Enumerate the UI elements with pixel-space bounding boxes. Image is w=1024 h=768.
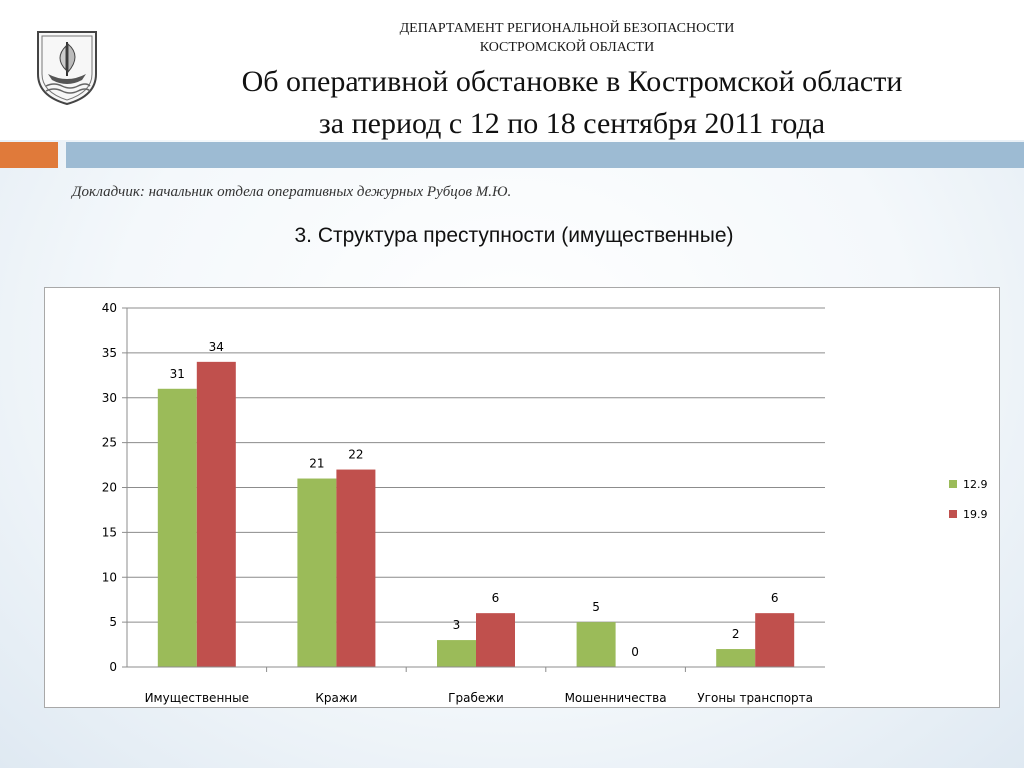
y-tick-label: 30 xyxy=(102,391,117,405)
legend-swatch xyxy=(949,480,957,488)
data-label: 5 xyxy=(592,600,600,614)
x-tick-label: Кражи xyxy=(315,691,357,705)
legend-label: 12.9 xyxy=(963,478,988,491)
y-tick-label: 10 xyxy=(102,570,117,584)
x-tick-label: Имущественные xyxy=(145,691,249,705)
bar xyxy=(716,649,756,667)
bar xyxy=(157,388,197,667)
y-tick-label: 0 xyxy=(109,660,117,674)
page-title-line1: Об оперативной обстановке в Костромской … xyxy=(241,65,903,98)
y-tick-label: 25 xyxy=(102,436,117,450)
department-name-line2: КОСТРОМСКОЙ ОБЛАСТИ xyxy=(479,40,655,55)
legend-label: 19.9 xyxy=(963,508,988,521)
data-label: 2 xyxy=(732,627,740,641)
header: ДЕПАРТАМЕНТ РЕГИОНАЛЬНОЙ БЕЗОПАСНОСТИ КО… xyxy=(0,0,1024,140)
data-label: 6 xyxy=(492,591,500,605)
data-label: 21 xyxy=(309,457,324,471)
y-tick-label: 20 xyxy=(102,481,117,495)
data-label: 3 xyxy=(453,618,461,632)
data-label: 22 xyxy=(348,448,363,462)
bar xyxy=(755,613,795,667)
data-label: 34 xyxy=(209,340,224,354)
bar xyxy=(297,478,337,667)
y-tick-label: 5 xyxy=(109,615,117,629)
reporter-line: Докладчик: начальник отдела оперативных … xyxy=(72,184,512,200)
data-label: 6 xyxy=(771,591,779,605)
data-label: 0 xyxy=(631,645,639,659)
y-tick-label: 35 xyxy=(102,346,117,360)
coat-of-arms-icon xyxy=(37,31,97,106)
bar xyxy=(196,361,236,667)
section-title: 3. Структура преступности (имущественные… xyxy=(294,224,734,247)
legend-swatch xyxy=(949,510,957,518)
x-tick-label: Мошенничества xyxy=(565,691,667,705)
x-tick-label: Грабежи xyxy=(448,691,504,705)
page-title-line2: за период с 12 по 18 сентября 2011 года xyxy=(318,107,826,140)
y-tick-label: 40 xyxy=(102,301,117,315)
bar xyxy=(576,622,616,667)
bar-chart: 05101520253035403134Имущественные2122Кра… xyxy=(102,301,988,705)
chart-container: 0 5 10 15 20 25 30 35 40 31 34 Имущественные 21 22 Кра… xyxy=(44,287,1000,708)
blue-accent-bar xyxy=(66,142,1024,168)
bar xyxy=(476,613,515,667)
bar xyxy=(437,640,476,667)
bar xyxy=(336,469,376,667)
orange-accent-bar xyxy=(0,142,58,168)
x-tick-label: Угоны транспорта xyxy=(697,691,813,705)
department-name-line1: ДЕПАРТАМЕНТ РЕГИОНАЛЬНОЙ БЕЗОПАСНОСТИ xyxy=(399,21,735,36)
data-label: 31 xyxy=(170,367,185,381)
y-tick-label: 15 xyxy=(102,525,117,539)
